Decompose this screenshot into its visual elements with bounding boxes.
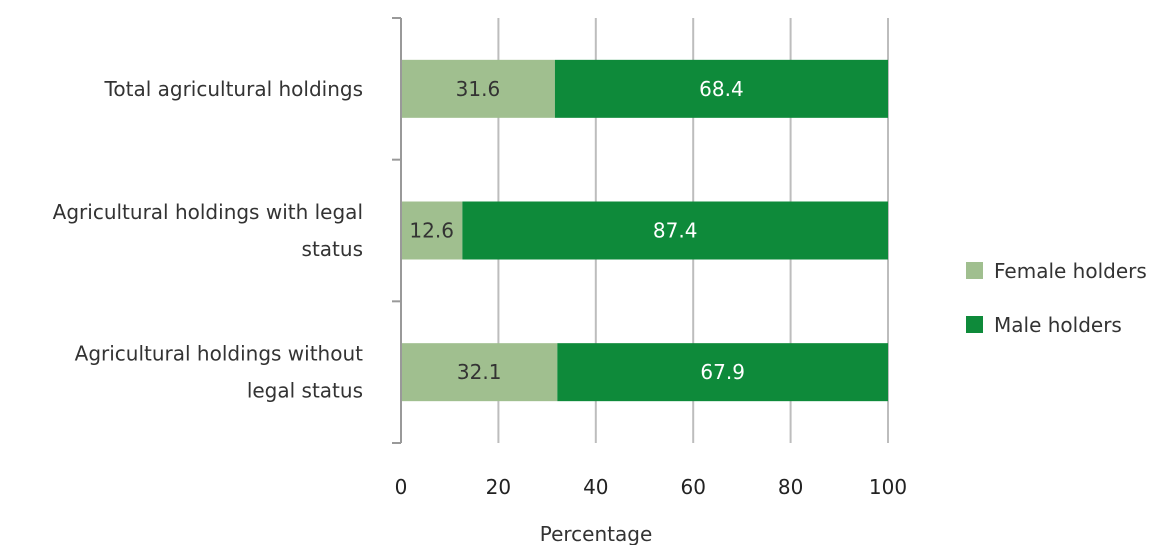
bar-value-label: 67.9: [700, 360, 745, 384]
bar-female-2: [401, 343, 558, 402]
bar-value-label: 87.4: [653, 219, 698, 243]
x-tick-labels: 0 20 40 60 80 100: [395, 475, 907, 499]
bar-male-1: [462, 201, 888, 260]
bar-value-label: 12.6: [409, 219, 454, 243]
x-tick-label-40: 40: [583, 475, 608, 499]
category-label-0: Total agricultural holdings: [104, 77, 363, 101]
bar-value-label: 31.6: [456, 77, 501, 101]
category-label-2: Agricultural holdings without legal statu…: [75, 342, 364, 403]
x-tick-label-100: 100: [869, 475, 907, 499]
bar-male-2: [557, 343, 888, 402]
x-tick-label-80: 80: [778, 475, 803, 499]
x-axis-title: Percentage: [540, 522, 653, 545]
legend: Female holders Male holders: [966, 259, 1147, 337]
x-tick-label-20: 20: [486, 475, 511, 499]
category-labels: Total agricultural holdings Agricultural …: [53, 77, 363, 403]
bar-male-0: [554, 59, 888, 118]
legend-label-female: Female holders: [994, 259, 1147, 283]
bar-value-label: 68.4: [699, 77, 744, 101]
bar-female-0: [401, 59, 555, 118]
category-label-1: Agricultural holdings with legal status: [53, 200, 363, 261]
legend-swatch-male: [966, 316, 983, 333]
axes: [392, 17, 402, 444]
x-tick-label-60: 60: [680, 475, 705, 499]
bar-female-1: [401, 201, 463, 260]
x-tick-label-0: 0: [395, 475, 408, 499]
bars: 31.6 68.4 12.6 87.4 32.1 67.9: [401, 59, 888, 402]
legend-label-male: Male holders: [994, 313, 1122, 337]
bar-value-label: 32.1: [457, 360, 502, 384]
legend-swatch-female: [966, 262, 983, 279]
